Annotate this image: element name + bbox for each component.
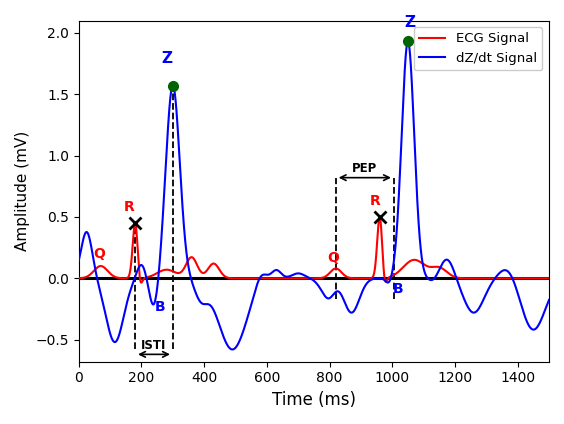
Text: Z: Z [162,51,173,66]
Text: B: B [155,299,166,313]
ECG Signal [542,276,549,281]
dZ/dt Signal [545,297,552,302]
Text: Q: Q [93,247,105,261]
ECG Signal [253,276,259,281]
ECG Signal [376,215,383,220]
ECG Signal [545,276,552,281]
dZ/dt Signal [404,39,411,44]
ECG Signal [187,255,194,260]
Line: dZ/dt Signal: dZ/dt Signal [79,42,549,349]
Y-axis label: Amplitude (mV): Amplitude (mV) [15,131,30,251]
ECG Signal [286,276,293,281]
dZ/dt Signal [76,258,82,263]
ECG Signal [138,280,144,285]
Line: ECG Signal: ECG Signal [79,217,549,283]
dZ/dt Signal [184,261,191,266]
dZ/dt Signal [190,282,196,287]
Text: B: B [393,282,403,296]
dZ/dt Signal [229,347,236,352]
Legend: ECG Signal, dZ/dt Signal: ECG Signal, dZ/dt Signal [414,27,543,70]
dZ/dt Signal [286,274,293,279]
ECG Signal [190,255,196,260]
dZ/dt Signal [253,285,259,290]
X-axis label: Time (ms): Time (ms) [272,391,356,409]
ECG Signal [76,276,82,281]
ECG Signal [184,258,191,263]
Text: PEP: PEP [352,162,377,175]
Text: R: R [124,201,135,215]
dZ/dt Signal [187,274,194,279]
Text: ISTI: ISTI [142,339,167,352]
Text: Q: Q [327,251,340,265]
Text: R: R [369,194,380,208]
dZ/dt Signal [542,307,549,312]
Text: Z: Z [404,15,415,31]
